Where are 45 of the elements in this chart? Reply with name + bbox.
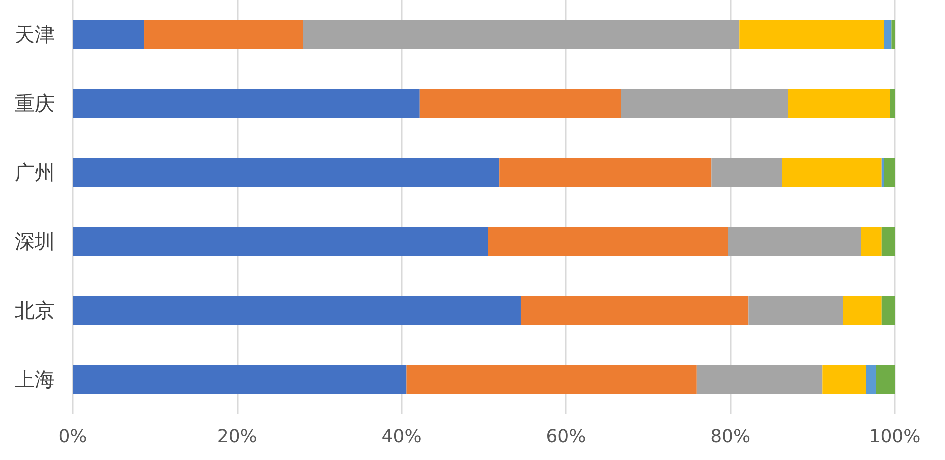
bar [420,89,622,118]
bar [73,158,500,187]
x-tick-label: 20% [217,426,258,448]
bar [406,365,697,394]
bar [748,296,844,325]
bar [882,158,884,187]
bar [73,296,521,325]
bar [884,158,895,187]
bar [843,296,882,325]
bar [303,20,740,49]
bar [73,365,407,394]
x-tick-label: 40% [382,426,422,448]
bar [488,227,728,256]
x-tick-label: 0% [58,426,88,448]
bar [621,89,788,118]
bar [728,227,862,256]
y-tick-label: 深圳 [15,230,55,254]
bar [866,365,876,394]
bar [144,20,304,49]
y-tick-label: 北京 [15,298,55,322]
bar [73,20,145,49]
bar [712,158,782,187]
y-tick-label: 重庆 [15,92,55,116]
bar [882,227,895,256]
x-tick-label: 100% [869,426,921,448]
bar [788,89,890,118]
bar [876,365,895,394]
bar [740,20,884,49]
bar [782,158,882,187]
bar [890,89,895,118]
bar [696,365,823,394]
bar [882,296,895,325]
y-tick-label: 上海 [15,368,55,392]
x-tick-label: 60% [546,426,586,448]
bar [73,227,488,256]
bar [884,20,892,49]
bar [861,227,882,256]
bar [73,89,420,118]
y-tick-label: 天津 [15,22,55,46]
bar [520,296,749,325]
bar [892,20,895,49]
y-tick-label: 广州 [15,160,55,184]
bar [822,365,866,394]
x-tick-label: 80% [710,426,751,448]
bar [500,158,712,187]
